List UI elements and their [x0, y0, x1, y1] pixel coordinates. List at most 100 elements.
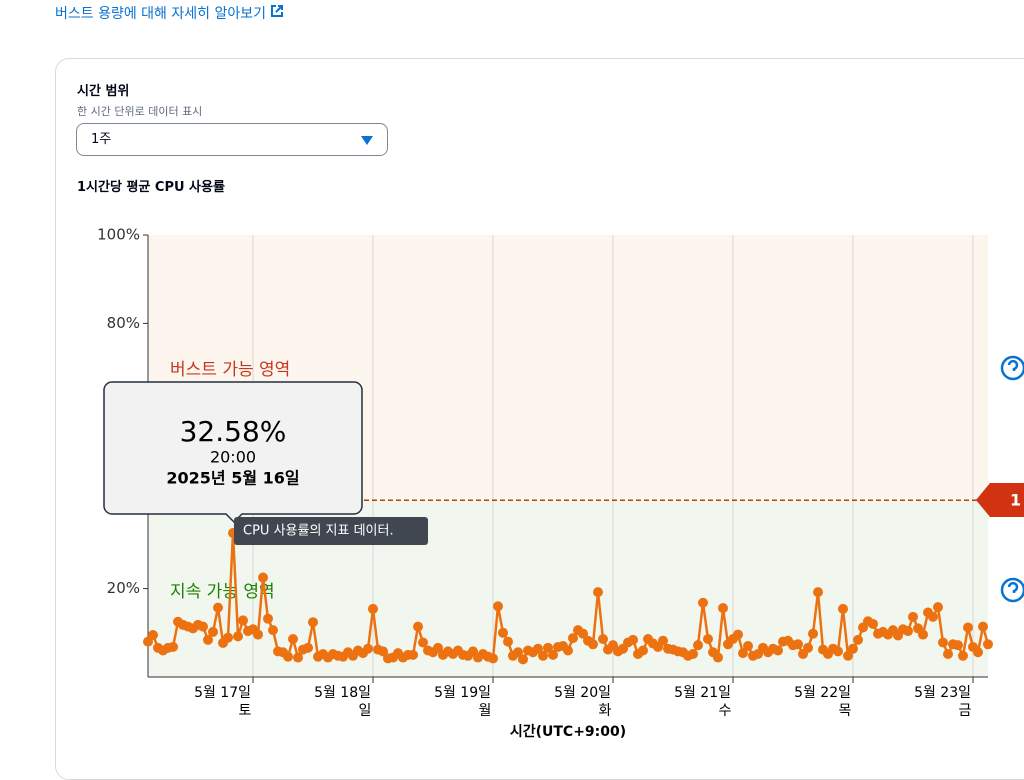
x-tick-label: 5월 17일	[194, 685, 251, 701]
data-point	[838, 603, 848, 614]
data-point	[793, 639, 803, 650]
data-point	[803, 642, 813, 653]
data-point	[253, 629, 263, 640]
x-tick-label: 5월 21일	[674, 685, 731, 701]
time-range-label: 시간 범위	[77, 84, 130, 99]
data-point	[638, 645, 648, 656]
data-point	[693, 640, 703, 651]
burst-label: 버스트 가능 영역	[170, 360, 290, 380]
data-point	[293, 652, 303, 663]
link-text[interactable]: 버스트 용량에 대해 자세히 알아보기	[55, 6, 266, 22]
help-mark	[1007, 581, 1019, 593]
data-point	[363, 643, 373, 654]
hint-text: CPU 사용률의 지표 데이터.	[243, 524, 394, 539]
data-point	[933, 602, 943, 613]
x-tick-weekday: 금	[959, 703, 972, 719]
data-point	[703, 633, 713, 644]
data-point	[598, 633, 608, 644]
data-point	[408, 649, 418, 660]
data-point	[938, 637, 948, 648]
page: {"header": {"link": "버스트 용량에 대해 자세히 알아보기…	[55, 3, 1024, 780]
data-point	[263, 613, 273, 624]
data-point	[903, 626, 913, 637]
data-point	[148, 630, 158, 641]
data-point	[688, 649, 698, 660]
x-tick-weekday: 월	[479, 703, 492, 719]
data-point	[268, 625, 278, 636]
data-point	[258, 572, 268, 583]
data-point	[238, 615, 248, 626]
data-point	[958, 650, 968, 661]
data-point	[368, 603, 378, 614]
data-point	[718, 603, 728, 614]
x-tick-weekday: 토	[239, 703, 252, 719]
data-point	[588, 639, 598, 650]
data-point	[568, 633, 578, 644]
x-tick-weekday: 목	[839, 703, 852, 719]
data-point	[813, 587, 823, 598]
data-point	[928, 611, 938, 622]
help-mark	[1007, 359, 1019, 371]
data-point	[233, 631, 243, 642]
data-point	[533, 643, 543, 654]
data-point	[513, 647, 523, 658]
data-point	[973, 647, 983, 658]
x-tick-label: 5월 23일	[914, 685, 971, 701]
body: 버스트 용량에 대해 자세히 알아보기 시간 범위 한 시간 단위로 데이터 표…	[55, 3, 1024, 780]
data-point	[288, 633, 298, 644]
y-tick-label: 80%	[107, 314, 140, 332]
data-point	[963, 622, 973, 633]
data-point	[283, 651, 293, 662]
data-point	[203, 634, 213, 645]
external-icon	[271, 5, 284, 17]
data-point	[713, 652, 723, 663]
x-tick-weekday: 수	[719, 703, 732, 719]
data-point	[578, 628, 588, 639]
data-point	[593, 587, 603, 598]
badge-text: 1	[1010, 491, 1021, 510]
time-range-select[interactable]: 1주	[76, 123, 388, 156]
data-point	[733, 629, 743, 640]
hint-box	[234, 517, 428, 545]
data-point	[628, 634, 638, 645]
time-range-description: 한 시간 단위로 데이터 표시	[77, 105, 203, 118]
data-point	[808, 628, 818, 639]
data-point	[853, 634, 863, 645]
learn-more-link[interactable]: 버스트 용량에 대해 자세히 알아보기	[55, 3, 284, 23]
data-point	[303, 642, 313, 653]
data-point	[833, 646, 843, 657]
data-point	[978, 621, 988, 632]
x-tick-weekday: 일	[359, 703, 372, 719]
data-point	[943, 649, 953, 660]
data-point	[953, 640, 963, 651]
x-tick-label: 5월 22일	[794, 685, 851, 701]
data-point	[918, 629, 928, 640]
select-value: 1주	[91, 132, 112, 147]
data-point	[223, 632, 233, 643]
data-point	[503, 636, 513, 647]
x-tick-label: 5월 19일	[434, 685, 491, 701]
data-point	[543, 642, 553, 653]
caret	[361, 136, 373, 145]
data-point	[698, 597, 708, 608]
data-point	[413, 621, 423, 632]
data-point	[983, 639, 993, 650]
data-point	[198, 621, 208, 632]
data-point	[418, 637, 428, 648]
tooltip-value: 32.58%	[180, 415, 287, 448]
data-point	[488, 653, 498, 664]
data-point	[738, 648, 748, 659]
y-tick-label: 100%	[97, 226, 140, 244]
data-point	[843, 650, 853, 661]
data-point	[563, 645, 573, 656]
data-point	[433, 642, 443, 653]
data-point	[493, 601, 503, 612]
data-point	[538, 650, 548, 661]
badge	[976, 483, 1024, 517]
data-point	[308, 617, 318, 628]
chart-title: 1시간당 평균 CPU 사용률	[77, 180, 225, 195]
y-tick-label: 20%	[107, 579, 140, 597]
data-point	[773, 645, 783, 656]
data-point	[168, 641, 178, 652]
